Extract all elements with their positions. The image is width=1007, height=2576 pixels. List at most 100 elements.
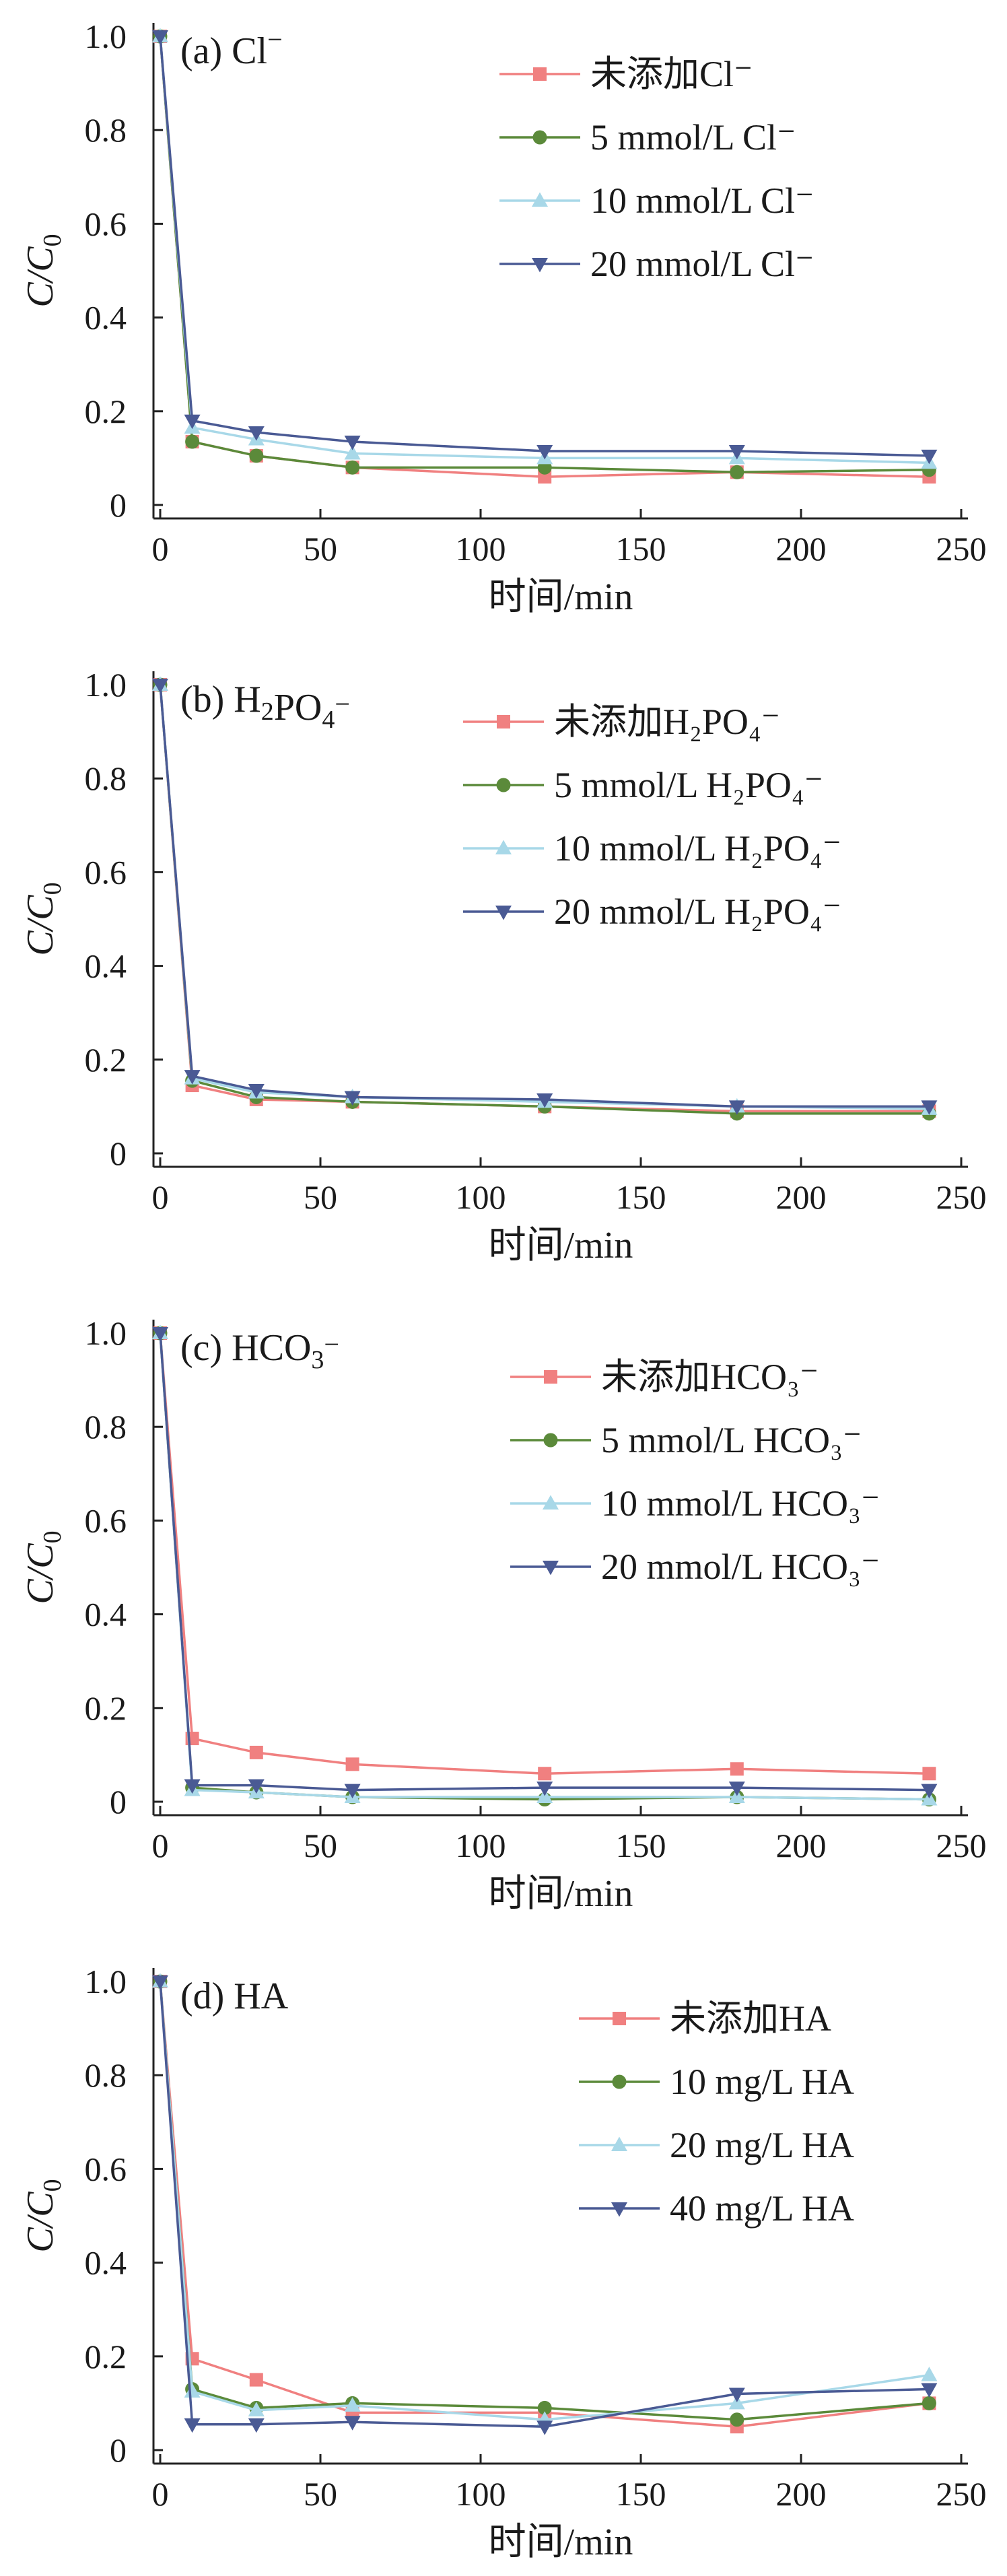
x-tick-label: 100 <box>456 1827 506 1864</box>
x-tick-label: 200 <box>776 1827 827 1864</box>
data-point <box>344 444 361 460</box>
data-point <box>730 465 744 479</box>
data-point <box>152 679 168 693</box>
data-point <box>184 414 201 430</box>
legend-label: 未添加H₂PO₄⁻ <box>554 702 780 742</box>
legend-label: 20 mmol/L Cl⁻ <box>590 244 814 284</box>
data-point <box>921 2367 938 2381</box>
data-point <box>345 460 360 475</box>
x-axis-label: 时间/min <box>489 1225 633 1266</box>
data-point <box>536 2420 553 2435</box>
legend-marker <box>611 2136 627 2151</box>
data-point <box>921 2383 938 2398</box>
x-tick-label: 200 <box>776 530 827 568</box>
x-tick-label: 100 <box>456 530 506 568</box>
legend-marker <box>543 1561 559 1575</box>
data-point <box>344 1091 361 1106</box>
x-tick-label: 100 <box>456 1178 506 1216</box>
data-point <box>536 1093 553 1108</box>
data-point <box>728 444 745 460</box>
x-axis-label: 时间/min <box>489 576 633 618</box>
x-tick-label: 0 <box>152 1827 169 1864</box>
legend-marker <box>612 2074 627 2089</box>
y-tick-label: 0.8 <box>85 2056 127 2094</box>
data-point <box>344 2416 361 2431</box>
legend-marker <box>533 67 547 81</box>
y-tick-label: 0.4 <box>85 1596 127 1633</box>
x-tick-label: 50 <box>304 1827 337 1864</box>
x-tick-label: 50 <box>304 530 337 568</box>
data-point <box>728 1100 745 1115</box>
x-tick-label: 250 <box>936 530 987 568</box>
data-point <box>730 1762 744 1776</box>
y-tick-label: 1.0 <box>85 1314 127 1352</box>
data-point <box>536 1782 553 1796</box>
y-tick-label: 1.0 <box>85 18 127 55</box>
y-tick-label: 0.6 <box>85 1501 127 1539</box>
y-tick-label: 0.4 <box>85 2244 127 2282</box>
x-tick-label: 150 <box>616 1827 666 1864</box>
x-tick-label: 250 <box>936 1178 987 1216</box>
data-point <box>728 1782 745 1796</box>
legend-marker <box>543 1495 559 1510</box>
panel-label: (a) Cl− <box>180 24 283 72</box>
legend-label: 未添加Cl⁻ <box>590 54 753 94</box>
y-tick-label: 0.2 <box>85 2338 127 2375</box>
legend-label: 10 mmol/L Cl⁻ <box>590 180 814 221</box>
data-point <box>152 30 168 45</box>
legend-label: 未添加HA <box>670 1998 831 2039</box>
y-tick-label: 0 <box>110 486 127 524</box>
legend-marker <box>495 906 512 920</box>
data-point <box>249 2373 263 2387</box>
x-tick-label: 200 <box>776 2475 827 2513</box>
x-tick-label: 150 <box>616 2475 666 2513</box>
chart-panel-1: 0 0.2 0.4 0.6 0.8 1.0 0 50 100 150 200 250 C/C0 时间/mi… <box>20 18 987 618</box>
legend-label: 20 mmol/L HCO₃⁻ <box>601 1547 880 1587</box>
data-point <box>344 436 361 450</box>
y-tick-label: 0.6 <box>85 205 127 242</box>
legend-label: 10 mmol/L H₂PO₄⁻ <box>554 828 841 869</box>
y-tick-label: 0.2 <box>85 1041 127 1079</box>
x-tick-label: 0 <box>152 1178 169 1216</box>
x-tick-label: 0 <box>152 530 169 568</box>
data-point <box>185 434 200 449</box>
y-axis-label: C/C0 <box>20 2179 67 2252</box>
data-point <box>248 1779 265 1794</box>
legend-label: 20 mmol/L H₂PO₄⁻ <box>554 891 841 932</box>
data-point <box>248 1084 265 1099</box>
data-point <box>152 1327 168 1342</box>
y-tick-label: 0.2 <box>85 1689 127 1727</box>
panel-label: (d) HA <box>180 1975 289 2017</box>
data-point <box>249 1745 263 1759</box>
data-point <box>728 2387 745 2402</box>
y-tick-label: 1.0 <box>85 666 127 704</box>
legend-marker <box>495 840 512 854</box>
x-tick-label: 150 <box>616 1178 666 1216</box>
x-tick-label: 150 <box>616 530 666 568</box>
y-tick-label: 0.8 <box>85 111 127 149</box>
data-point <box>249 448 264 463</box>
data-point <box>344 2397 361 2412</box>
legend-label: 5 mmol/L Cl⁻ <box>590 117 796 158</box>
panel-label: (c) HCO3− <box>180 1327 339 1374</box>
x-axis-label: 时间/min <box>489 2521 633 2563</box>
y-tick-label: 0 <box>110 1783 127 1821</box>
legend-label: 20 mg/L HA <box>670 2125 854 2165</box>
legend-label: 10 mg/L HA <box>670 2062 854 2102</box>
panel-label: (b) H2PO4− <box>180 679 350 734</box>
y-tick-label: 0.6 <box>85 853 127 891</box>
data-point <box>344 1784 361 1799</box>
legend-label: 5 mmol/L H₂PO₄⁻ <box>554 765 823 805</box>
x-tick-label: 50 <box>304 2475 337 2513</box>
legend-marker <box>544 1370 557 1384</box>
legend-label: 40 mg/L HA <box>670 2188 854 2229</box>
y-axis-label: C/C0 <box>20 234 67 307</box>
data-point <box>537 2400 552 2415</box>
data-point <box>921 449 938 465</box>
data-point <box>184 2383 201 2398</box>
legend-marker <box>611 2202 627 2217</box>
legend-marker <box>532 130 547 145</box>
y-tick-label: 1.0 <box>85 1963 127 2000</box>
y-tick-label: 0 <box>110 1134 127 1172</box>
